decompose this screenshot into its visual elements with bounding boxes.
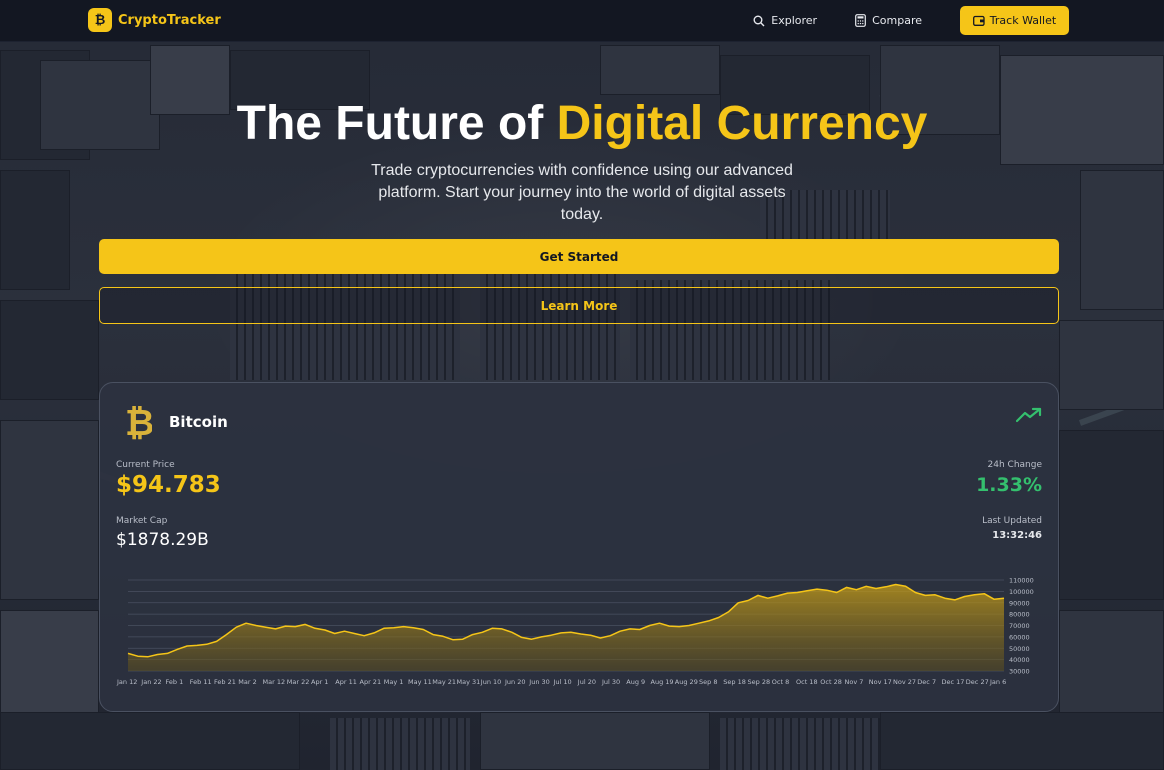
x-tick-label: Jan 22 (140, 678, 161, 686)
price-line (127, 583, 1005, 658)
trending-up-icon (1016, 407, 1042, 423)
y-tick-label: 70000 (1009, 622, 1030, 630)
bitcoin-icon: ₿ (125, 403, 152, 441)
x-tick-label: Oct 8 (772, 678, 789, 686)
x-tick-label: Sep 8 (699, 678, 717, 686)
learn-more-button[interactable]: Learn More (99, 287, 1059, 324)
last-updated-label: Last Updated (982, 516, 1042, 526)
x-tick-label: Jun 30 (528, 678, 550, 686)
last-updated-value: 13:32:46 (992, 530, 1042, 541)
y-tick-label: 100000 (1009, 588, 1034, 596)
hero-title-main: The Future of (236, 97, 557, 150)
x-tick-label: May 1 (384, 678, 404, 686)
x-tick-label: Mar 12 (263, 678, 286, 686)
x-tick-label: Jan 12 (116, 678, 137, 686)
current-price-value: $94.783 (116, 472, 221, 498)
bitcoin-logo-icon: ₿ (88, 8, 112, 32)
hero-subtitle-line: today. (560, 206, 604, 223)
x-tick-label: Dec 7 (917, 678, 936, 686)
x-tick-label: May 11 (408, 678, 432, 686)
hero-title-accent: Digital Currency (556, 97, 928, 150)
calculator-icon (855, 14, 866, 27)
x-tick-label: Nov 17 (869, 678, 892, 686)
bitcoin-price-card: ₿ Bitcoin Current Price $94.783 24h Chan… (99, 382, 1059, 712)
y-tick-label: 60000 (1009, 633, 1030, 641)
svg-text:₿: ₿ (125, 403, 152, 441)
search-icon (753, 15, 765, 26)
x-tick-label: Apr 21 (360, 678, 382, 686)
x-tick-label: Sep 18 (723, 678, 746, 686)
y-tick-label: 110000 (1009, 577, 1034, 585)
y-tick-label: 90000 (1009, 599, 1030, 607)
coin-name: Bitcoin (169, 413, 228, 431)
x-tick-label: Apr 11 (335, 678, 357, 686)
x-tick-label: Feb 11 (190, 678, 212, 686)
x-tick-label: Jul 10 (553, 678, 572, 686)
top-navbar: ₿ CryptoTracker Explorer Compare (0, 0, 1164, 42)
x-tick-label: Jun 10 (480, 678, 502, 686)
x-tick-label: Oct 28 (820, 678, 842, 686)
x-tick-label: Oct 18 (796, 678, 818, 686)
price-area (128, 584, 1004, 671)
x-tick-label: Feb 1 (166, 678, 184, 686)
get-started-button[interactable]: Get Started (99, 239, 1059, 274)
x-tick-label: Nov 7 (845, 678, 864, 686)
hero-subtitle: Trade cryptocurrencies with confidence u… (0, 160, 1164, 226)
x-tick-label: Nov 27 (893, 678, 916, 686)
hero-title: The Future of Digital Currency (0, 96, 1164, 151)
change-label: 24h Change (987, 460, 1042, 470)
y-tick-label: 80000 (1009, 611, 1030, 619)
x-tick-label: Sep 28 (748, 678, 771, 686)
track-wallet-label: Track Wallet (989, 14, 1057, 27)
current-price-label: Current Price (116, 460, 175, 470)
brand[interactable]: ₿ CryptoTracker (88, 8, 221, 32)
x-tick-label: Apr 1 (311, 678, 328, 686)
x-tick-label: Feb 21 (214, 678, 236, 686)
x-tick-label: May 31 (457, 678, 481, 686)
x-tick-label: Jan 6 (989, 678, 1006, 686)
y-tick-label: 50000 (1009, 645, 1030, 653)
x-tick-label: Aug 19 (651, 678, 674, 686)
nav-links: Explorer Compare Track Wallet (753, 6, 1069, 35)
track-wallet-button[interactable]: Track Wallet (960, 6, 1069, 35)
x-tick-label: Dec 27 (966, 678, 989, 686)
x-tick-label: Aug 9 (626, 678, 645, 686)
hero-subtitle-line: platform. Start your journey into the wo… (378, 184, 786, 201)
x-tick-label: Aug 29 (675, 678, 698, 686)
y-tick-label: 30000 (1009, 668, 1030, 676)
x-tick-label: Mar 2 (238, 678, 256, 686)
x-tick-label: Jul 20 (577, 678, 596, 686)
nav-explorer-link[interactable]: Explorer (753, 7, 817, 35)
nav-compare-label: Compare (872, 14, 922, 27)
hero-subtitle-line: Trade cryptocurrencies with confidence u… (371, 162, 793, 179)
change-value: 1.33% (976, 474, 1042, 496)
wallet-icon (972, 15, 985, 26)
x-tick-label: May 21 (432, 678, 456, 686)
x-tick-label: Jun 20 (504, 678, 526, 686)
nav-compare-link[interactable]: Compare (855, 7, 922, 35)
nav-explorer-label: Explorer (771, 14, 818, 27)
market-cap-value: $1878.29B (116, 530, 209, 550)
y-tick-label: 40000 (1009, 656, 1030, 664)
price-chart: 110000 100000 90000 80000 70000 60000 50000 400… (116, 577, 1034, 687)
brand-name: CryptoTracker (118, 12, 221, 28)
market-cap-label: Market Cap (116, 516, 168, 526)
x-tick-label: Jul 30 (601, 678, 620, 686)
x-tick-label: Mar 22 (287, 678, 310, 686)
x-tick-label: Dec 17 (942, 678, 965, 686)
